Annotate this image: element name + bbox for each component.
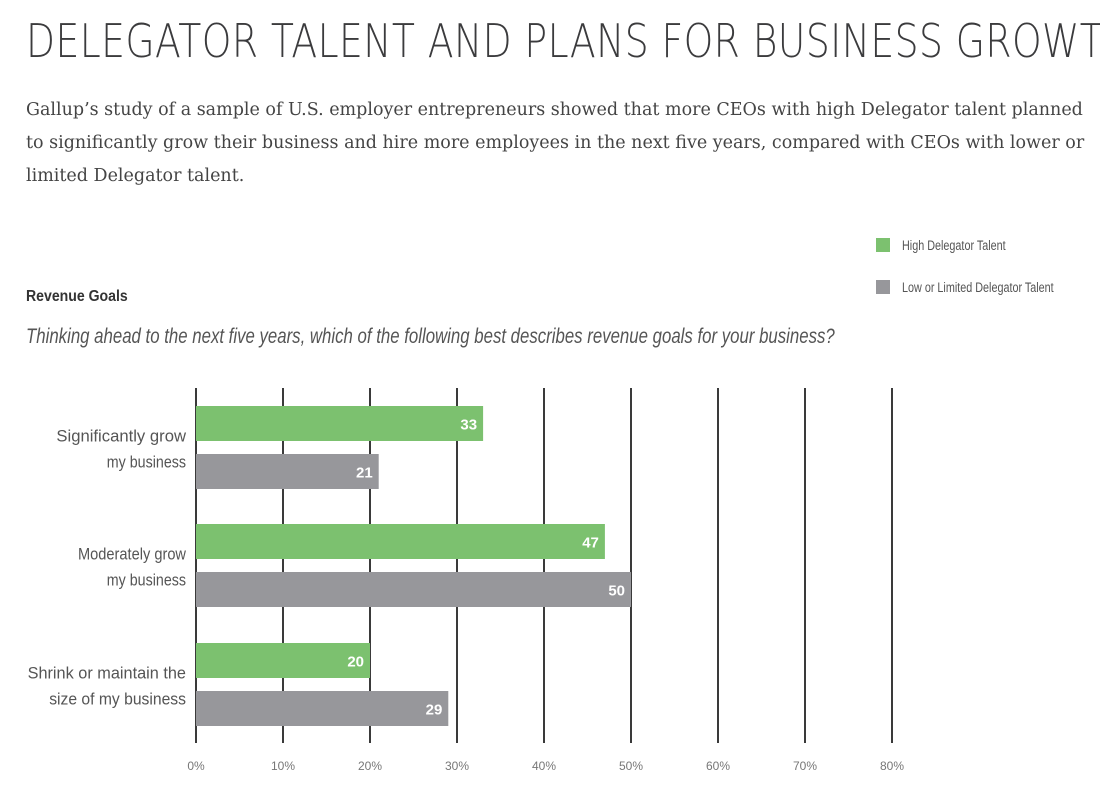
x-tick-label: 40% <box>532 759 556 773</box>
x-tick-label: 10% <box>271 759 295 773</box>
x-tick-label: 70% <box>793 759 817 773</box>
bar-value-label: 29 <box>426 702 443 719</box>
x-tick-label: 20% <box>358 759 382 773</box>
legend-swatch-low <box>876 280 890 294</box>
page-title: DELEGATOR TALENT AND PLANS FOR BUSINESS … <box>26 14 1100 68</box>
bar-high <box>196 524 605 559</box>
bar-high <box>196 643 370 678</box>
bar-high <box>196 406 484 441</box>
bar-value-label: 47 <box>582 535 599 552</box>
x-tick-label: 80% <box>880 759 904 773</box>
legend-item-high: High Delegator Talent <box>876 234 1092 256</box>
bar-low <box>196 454 379 489</box>
legend-item-low: Low or Limited Delegator Talent <box>876 276 1092 298</box>
bar-value-label: 50 <box>608 583 625 600</box>
category-label: my business <box>107 454 186 472</box>
legend-label-high: High Delegator Talent <box>902 237 1006 253</box>
bar-value-label: 21 <box>356 465 373 482</box>
category-label: Moderately grow <box>78 546 186 564</box>
bar-value-label: 20 <box>347 654 364 671</box>
category-label: Significantly grow <box>56 428 186 446</box>
section-title: Revenue Goals <box>26 288 128 305</box>
category-label: Shrink or maintain the <box>28 665 186 683</box>
chart-legend: High Delegator Talent Low or Limited Del… <box>876 234 1092 318</box>
x-tick-label: 30% <box>445 759 469 773</box>
bar-value-label: 33 <box>460 417 477 434</box>
x-tick-label: 50% <box>619 759 643 773</box>
category-label: size of my business <box>49 691 186 709</box>
legend-swatch-high <box>876 238 890 252</box>
survey-question: Thinking ahead to the next five years, w… <box>26 325 835 348</box>
x-tick-label: 0% <box>187 759 205 773</box>
x-tick-label: 60% <box>706 759 730 773</box>
intro-paragraph: Gallup’s study of a sample of U.S. emplo… <box>26 100 1085 186</box>
bar-low <box>196 691 449 726</box>
category-label: my business <box>107 572 186 590</box>
legend-label-low: Low or Limited Delegator Talent <box>902 279 1054 295</box>
bar-low <box>196 572 631 607</box>
